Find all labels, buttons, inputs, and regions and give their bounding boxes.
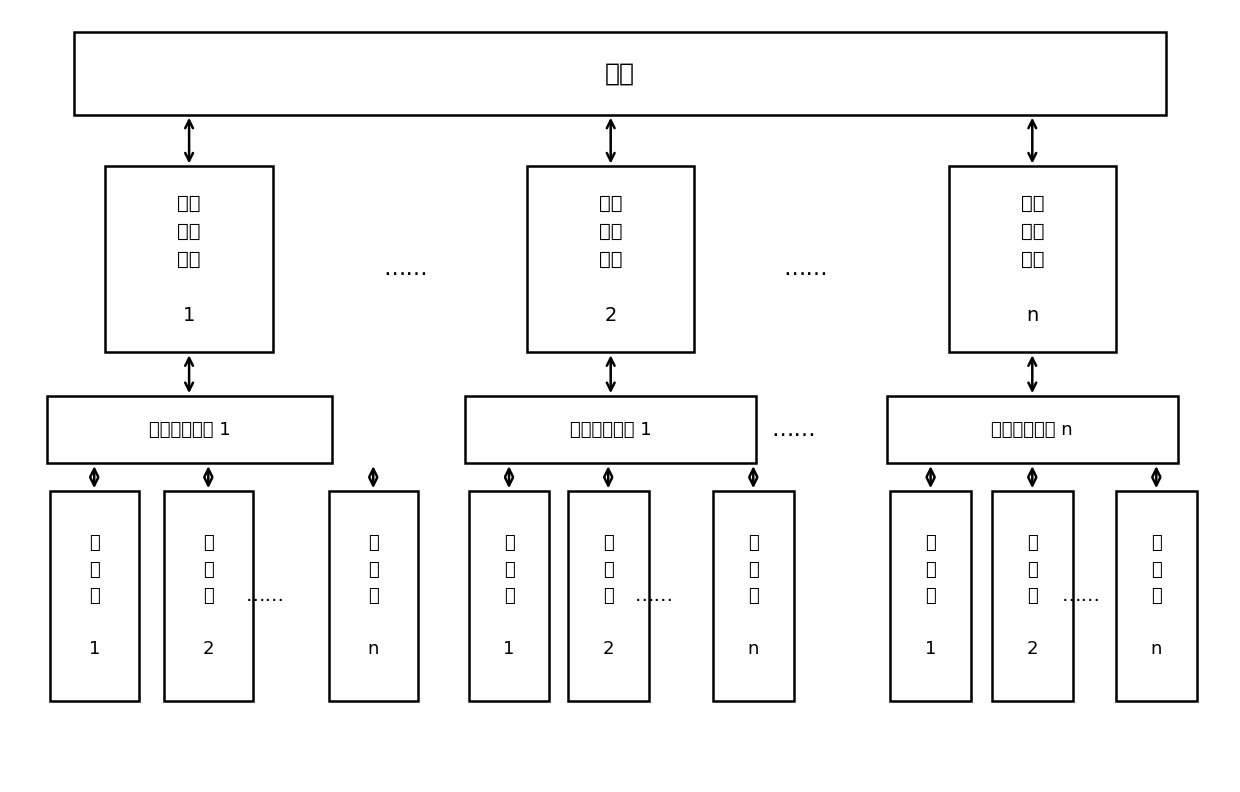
Bar (329, 491, 418, 701)
Bar (890, 491, 971, 701)
Text: ……: …… (246, 587, 285, 605)
Text: ……: …… (383, 259, 428, 280)
Text: 传
感
器

2: 传 感 器 2 (603, 534, 614, 658)
Bar (469, 491, 549, 701)
Text: 传
感
器

n: 传 感 器 n (748, 534, 759, 658)
Text: 中继
控制
模块

2: 中继 控制 模块 2 (599, 194, 622, 325)
Text: 底层控制模块 n: 底层控制模块 n (992, 421, 1073, 439)
Text: 传
感
器

1: 传 感 器 1 (88, 534, 100, 658)
Text: ……: …… (784, 259, 828, 280)
Bar (568, 491, 649, 701)
Bar (105, 166, 273, 352)
Bar (527, 166, 694, 352)
Bar (992, 491, 1073, 701)
Bar (50, 491, 139, 701)
Text: 中继
控制
模块

n: 中继 控制 模块 n (1021, 194, 1044, 325)
Bar (713, 491, 794, 701)
Text: 传
感
器

1: 传 感 器 1 (503, 534, 515, 658)
Text: 传
感
器

n: 传 感 器 n (1151, 534, 1162, 658)
Bar (74, 32, 1166, 115)
Bar (465, 396, 756, 463)
Text: 传
感
器

n: 传 感 器 n (367, 534, 379, 658)
Text: ……: …… (771, 420, 816, 440)
Bar (949, 166, 1116, 352)
Text: 底层控制模块 1: 底层控制模块 1 (149, 421, 231, 439)
Bar (1116, 491, 1197, 701)
Text: 传
感
器

1: 传 感 器 1 (925, 534, 936, 658)
Text: ……: …… (635, 587, 675, 605)
Bar (164, 491, 253, 701)
Text: 传
感
器

2: 传 感 器 2 (1027, 534, 1038, 658)
Bar (887, 396, 1178, 463)
Bar (47, 396, 332, 463)
Text: 传
感
器

2: 传 感 器 2 (202, 534, 215, 658)
Text: 云端: 云端 (605, 61, 635, 86)
Text: 中继
控制
模块

1: 中继 控制 模块 1 (177, 194, 201, 325)
Text: ……: …… (1061, 587, 1101, 605)
Text: 底层控制模块 1: 底层控制模块 1 (570, 421, 651, 439)
